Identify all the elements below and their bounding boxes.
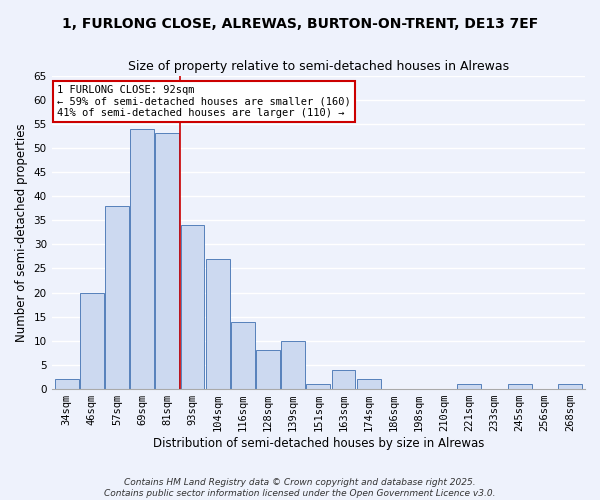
Text: 1 FURLONG CLOSE: 92sqm
← 59% of semi-detached houses are smaller (160)
41% of se: 1 FURLONG CLOSE: 92sqm ← 59% of semi-det… <box>57 85 351 118</box>
Bar <box>80 292 104 389</box>
Title: Size of property relative to semi-detached houses in Alrewas: Size of property relative to semi-detach… <box>128 60 509 73</box>
Bar <box>307 384 330 389</box>
Y-axis label: Number of semi-detached properties: Number of semi-detached properties <box>15 123 28 342</box>
Bar <box>508 384 532 389</box>
X-axis label: Distribution of semi-detached houses by size in Alrewas: Distribution of semi-detached houses by … <box>152 437 484 450</box>
Bar <box>356 380 380 389</box>
Bar <box>558 384 582 389</box>
Bar <box>332 370 355 389</box>
Bar <box>105 206 129 389</box>
Bar <box>256 350 280 389</box>
Bar <box>206 259 230 389</box>
Bar <box>55 380 79 389</box>
Bar <box>181 225 205 389</box>
Text: Contains HM Land Registry data © Crown copyright and database right 2025.
Contai: Contains HM Land Registry data © Crown c… <box>104 478 496 498</box>
Bar <box>457 384 481 389</box>
Text: 1, FURLONG CLOSE, ALREWAS, BURTON-ON-TRENT, DE13 7EF: 1, FURLONG CLOSE, ALREWAS, BURTON-ON-TRE… <box>62 18 538 32</box>
Bar <box>130 128 154 389</box>
Bar <box>155 134 179 389</box>
Bar <box>231 322 255 389</box>
Bar <box>281 341 305 389</box>
